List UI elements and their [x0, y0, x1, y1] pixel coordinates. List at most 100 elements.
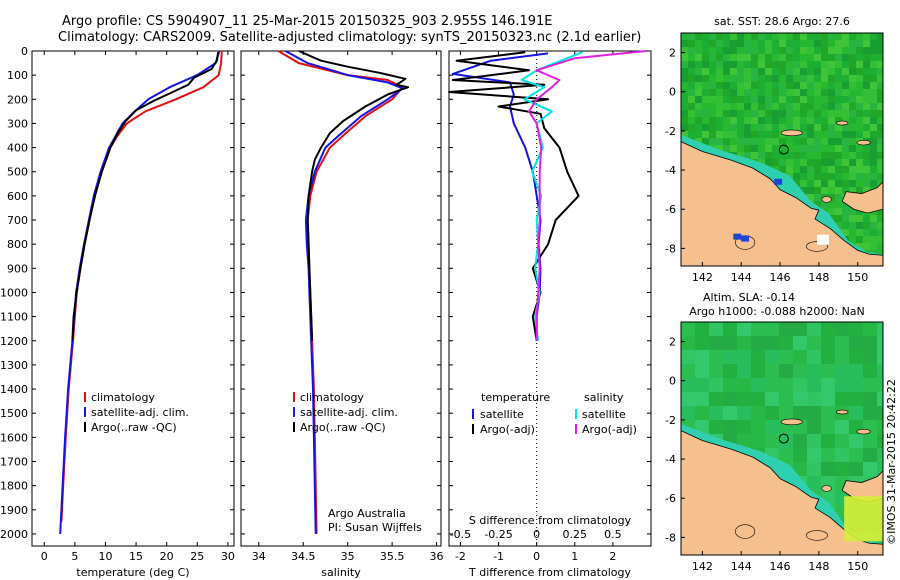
map-cell — [849, 40, 856, 47]
legend-label: climatology — [300, 391, 364, 404]
map-cell — [737, 145, 744, 152]
map-cell — [877, 250, 883, 257]
map-cell — [842, 222, 849, 229]
map-ytick-label: -4 — [665, 453, 676, 466]
map-cell — [695, 33, 702, 40]
map-cell — [786, 96, 793, 103]
temperature-xtick-label: 15 — [129, 550, 143, 563]
map-xtick-label: 148 — [808, 271, 829, 284]
map-cell — [842, 110, 849, 117]
map-cell — [849, 138, 856, 145]
map-cell — [835, 40, 842, 47]
map-cell — [793, 47, 800, 54]
map-cell — [723, 350, 737, 364]
map-ytick-label: 0 — [669, 375, 676, 388]
map-cell — [737, 40, 744, 47]
map-cell — [709, 138, 716, 145]
map-cell — [849, 166, 856, 173]
map-cell — [695, 336, 709, 350]
map-cell — [807, 40, 814, 47]
map-cell — [688, 40, 695, 47]
map-cell — [786, 138, 793, 145]
map-cell — [821, 110, 828, 117]
map-cell — [870, 124, 877, 131]
map-cell — [779, 434, 793, 448]
map-cell — [821, 448, 835, 462]
figure-title: Argo profile: CS 5904907_11 25-Mar-2015 … — [62, 14, 553, 29]
map-cell — [702, 96, 709, 103]
map-cell — [702, 68, 709, 75]
map-cell — [723, 33, 730, 40]
map-cell — [800, 96, 807, 103]
map-ytick-label: -4 — [665, 164, 676, 177]
map-cell — [863, 117, 870, 124]
map-cell — [828, 201, 835, 208]
map-cell — [702, 138, 709, 145]
map-cell — [842, 180, 849, 187]
map-cell — [877, 61, 883, 68]
map-cell — [849, 96, 856, 103]
map-cell — [737, 54, 744, 61]
map-cell — [800, 145, 807, 152]
map-cell — [737, 138, 744, 145]
map-cell — [807, 448, 821, 462]
map-xtick-label: 150 — [847, 271, 868, 284]
map-cell — [716, 54, 723, 61]
map-cell — [688, 110, 695, 117]
difference-xtick-label: 0 — [533, 550, 540, 563]
series-difference-argo-adj- — [528, 50, 647, 341]
map-cell — [737, 152, 744, 159]
map-cell — [786, 124, 793, 131]
map-cell — [821, 117, 828, 124]
temperature-panel — [31, 50, 235, 547]
map-cell — [737, 378, 751, 392]
map-cell — [751, 138, 758, 145]
map-cell — [730, 103, 737, 110]
map-cell — [828, 138, 835, 145]
map-cell — [709, 68, 716, 75]
map-cell — [744, 75, 751, 82]
map-cell — [695, 124, 702, 131]
map-cell — [828, 54, 835, 61]
map-cell — [870, 75, 877, 82]
map-cell — [807, 476, 821, 490]
map-cell — [751, 322, 765, 336]
map-cell — [842, 215, 849, 222]
map-cell — [730, 68, 737, 75]
map-cell — [779, 82, 786, 89]
map-cell — [849, 222, 856, 229]
map-cell — [730, 138, 737, 145]
map-cell — [744, 89, 751, 96]
map-cell — [737, 61, 744, 68]
map-cell — [828, 152, 835, 159]
map-cell — [849, 75, 856, 82]
map-cell — [835, 152, 842, 159]
map-cell — [807, 159, 814, 166]
map-cell — [765, 131, 772, 138]
map-cell — [849, 61, 856, 68]
map-cell — [828, 33, 835, 40]
map-cell — [814, 82, 821, 89]
map-cell — [786, 159, 793, 166]
map-cell — [730, 117, 737, 124]
map-cell — [702, 117, 709, 124]
map-cell — [695, 40, 702, 47]
map-cell — [877, 243, 883, 250]
map-cell — [772, 131, 779, 138]
map-cell — [681, 40, 688, 47]
map-cell — [772, 138, 779, 145]
map-cell — [870, 110, 877, 117]
map-cell — [877, 75, 883, 82]
map-cell — [849, 47, 856, 54]
map-cell — [807, 47, 814, 54]
map-cell — [863, 89, 870, 96]
map-cell — [716, 145, 723, 152]
map-cell — [863, 222, 870, 229]
map-cell — [814, 40, 821, 47]
map-cell — [765, 75, 772, 82]
map-cell — [744, 47, 751, 54]
map-cell — [877, 145, 883, 152]
map-cell — [863, 103, 870, 110]
map-cell — [877, 117, 883, 124]
map-cell — [849, 187, 856, 194]
